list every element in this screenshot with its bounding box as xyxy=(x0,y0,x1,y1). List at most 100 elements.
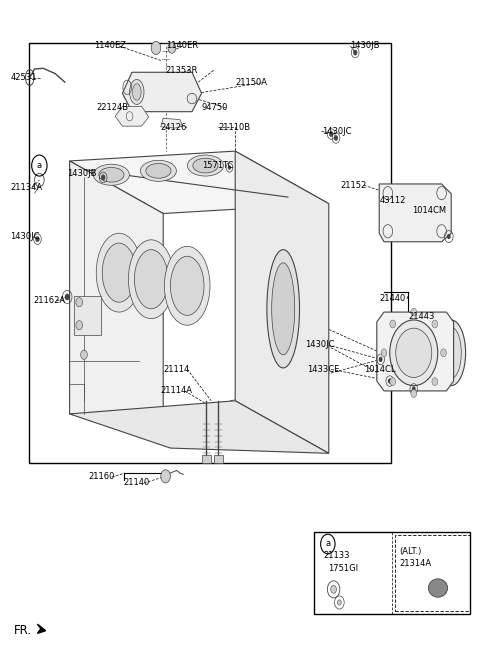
Circle shape xyxy=(65,294,70,300)
Circle shape xyxy=(353,50,357,55)
Circle shape xyxy=(334,135,338,141)
Text: 1014CM: 1014CM xyxy=(412,206,446,215)
Ellipse shape xyxy=(134,250,168,309)
Circle shape xyxy=(432,320,438,328)
Text: 21140: 21140 xyxy=(124,478,150,487)
Polygon shape xyxy=(70,401,329,453)
Circle shape xyxy=(379,357,383,362)
Text: FR.: FR. xyxy=(13,624,32,637)
Text: 21440: 21440 xyxy=(379,294,406,304)
Polygon shape xyxy=(37,624,46,633)
Bar xyxy=(29,43,391,463)
Bar xyxy=(202,455,211,463)
Text: 1430JB: 1430JB xyxy=(350,41,380,51)
Circle shape xyxy=(228,166,231,170)
Ellipse shape xyxy=(396,328,432,377)
Polygon shape xyxy=(379,184,451,242)
Text: 1014CL: 1014CL xyxy=(364,365,396,374)
Ellipse shape xyxy=(130,79,144,104)
Circle shape xyxy=(390,378,396,386)
Text: (ALT.): (ALT.) xyxy=(399,547,422,556)
Text: 21134A: 21134A xyxy=(11,183,43,192)
Circle shape xyxy=(151,41,161,55)
Polygon shape xyxy=(235,151,329,453)
Text: 1140EZ: 1140EZ xyxy=(94,41,126,51)
Circle shape xyxy=(36,237,39,242)
Text: 21110B: 21110B xyxy=(218,123,251,132)
Circle shape xyxy=(390,320,396,328)
Circle shape xyxy=(329,131,333,137)
Ellipse shape xyxy=(140,160,177,181)
Circle shape xyxy=(381,349,387,357)
Text: 24126: 24126 xyxy=(161,123,187,132)
Ellipse shape xyxy=(428,579,447,597)
Text: 21353R: 21353R xyxy=(166,66,198,75)
Bar xyxy=(395,535,469,611)
Text: 21114A: 21114A xyxy=(161,386,193,396)
Ellipse shape xyxy=(441,327,461,378)
Bar xyxy=(74,296,101,335)
Ellipse shape xyxy=(164,246,210,325)
Circle shape xyxy=(411,308,417,316)
Text: 21160: 21160 xyxy=(89,472,115,482)
Text: 1430JB: 1430JB xyxy=(67,169,96,178)
Ellipse shape xyxy=(187,155,223,176)
Text: a: a xyxy=(37,161,42,170)
Circle shape xyxy=(412,386,416,392)
Text: 43112: 43112 xyxy=(379,196,406,205)
Polygon shape xyxy=(377,312,454,391)
Ellipse shape xyxy=(96,233,142,312)
Ellipse shape xyxy=(267,250,300,368)
Text: 21150A: 21150A xyxy=(235,78,267,87)
Ellipse shape xyxy=(437,320,466,386)
Ellipse shape xyxy=(128,240,174,319)
Polygon shape xyxy=(161,118,182,128)
Text: 21443: 21443 xyxy=(408,312,434,321)
Circle shape xyxy=(101,175,105,180)
Circle shape xyxy=(76,298,83,307)
Ellipse shape xyxy=(272,263,295,355)
Bar xyxy=(214,455,223,463)
Circle shape xyxy=(168,43,176,53)
Ellipse shape xyxy=(193,158,218,173)
Text: 21114: 21114 xyxy=(163,365,190,374)
Text: 21314A: 21314A xyxy=(399,559,432,568)
Text: 42531: 42531 xyxy=(11,73,37,82)
Polygon shape xyxy=(70,161,163,420)
Polygon shape xyxy=(70,151,329,214)
Circle shape xyxy=(388,378,392,384)
Circle shape xyxy=(337,600,341,605)
Circle shape xyxy=(161,470,170,483)
Text: 1571TC: 1571TC xyxy=(202,161,233,170)
Circle shape xyxy=(411,390,417,397)
Text: 21152: 21152 xyxy=(341,181,367,190)
Polygon shape xyxy=(122,72,202,112)
Ellipse shape xyxy=(187,93,197,104)
Circle shape xyxy=(441,349,446,357)
Polygon shape xyxy=(115,106,149,126)
Ellipse shape xyxy=(170,256,204,315)
Text: 1430JC: 1430JC xyxy=(305,340,334,350)
Circle shape xyxy=(331,585,336,593)
Ellipse shape xyxy=(102,243,136,302)
Text: 1430JC: 1430JC xyxy=(322,127,351,136)
Circle shape xyxy=(432,378,438,386)
Text: 1433CE: 1433CE xyxy=(307,365,339,374)
Ellipse shape xyxy=(390,320,438,386)
Bar xyxy=(314,532,470,614)
Ellipse shape xyxy=(93,164,130,185)
Ellipse shape xyxy=(132,84,141,101)
Text: a: a xyxy=(325,539,330,549)
Text: 94750: 94750 xyxy=(202,103,228,112)
Circle shape xyxy=(447,234,451,239)
Text: 21162A: 21162A xyxy=(34,296,66,306)
Ellipse shape xyxy=(99,168,124,182)
Text: 22124B: 22124B xyxy=(96,103,128,112)
Text: 1751GI: 1751GI xyxy=(328,564,358,573)
Circle shape xyxy=(76,321,83,330)
Text: 21133: 21133 xyxy=(323,551,349,560)
Text: 1140ER: 1140ER xyxy=(166,41,198,51)
Circle shape xyxy=(81,350,87,359)
Ellipse shape xyxy=(146,164,171,178)
Text: 1430JC: 1430JC xyxy=(11,232,40,241)
